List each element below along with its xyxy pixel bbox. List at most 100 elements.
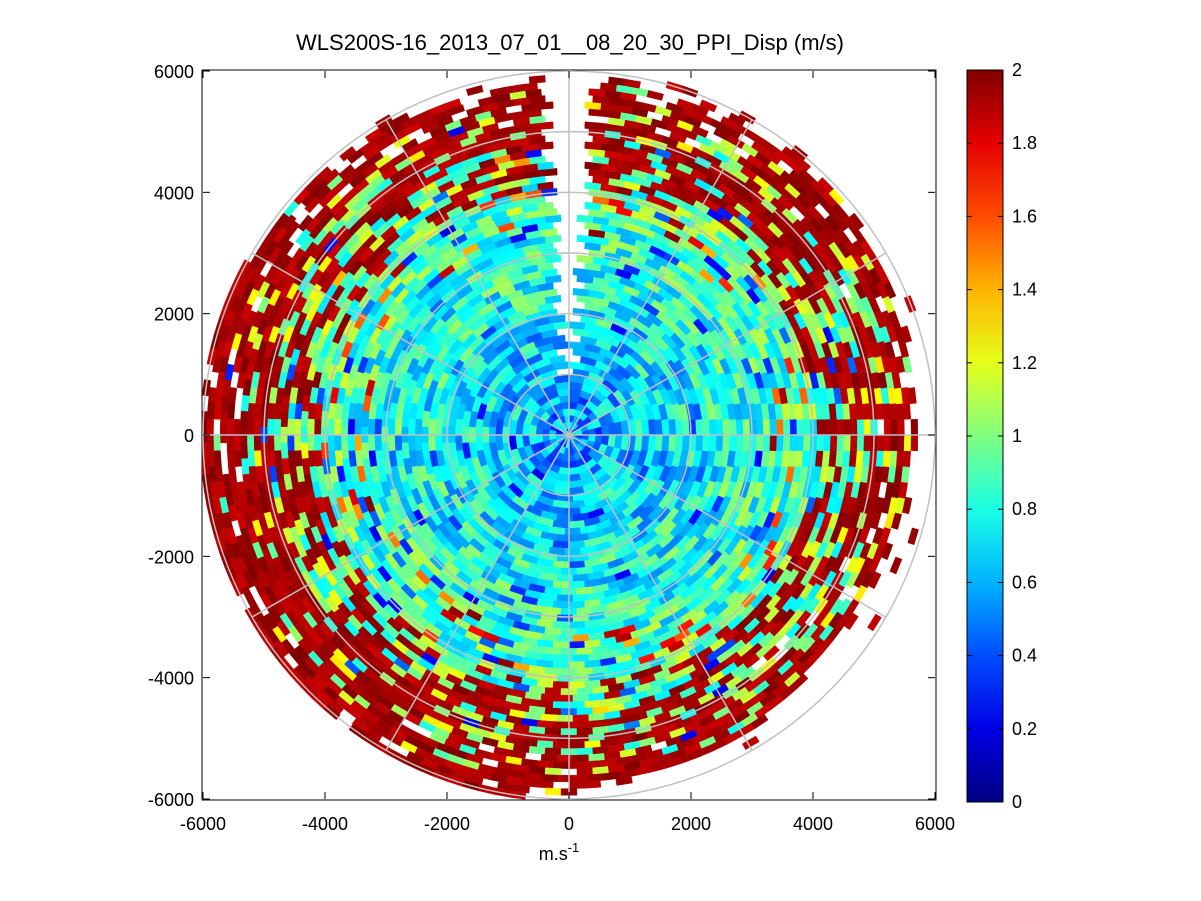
ppi-cell <box>414 434 423 452</box>
ppi-cell <box>293 434 302 452</box>
ppi-cell <box>556 574 574 583</box>
ppi-cell <box>552 721 570 729</box>
ppi-cell <box>246 434 255 452</box>
x-tick-label: -2000 <box>424 814 470 834</box>
ppi-cell <box>219 410 228 428</box>
ppi-cell <box>535 426 544 436</box>
ppi-cell <box>681 418 691 436</box>
ppi-cell <box>882 402 891 420</box>
ppi-cell <box>568 741 586 749</box>
ppi-cell <box>568 620 586 629</box>
ppi-cell <box>556 774 574 783</box>
ppi-cell <box>556 514 574 522</box>
colorbar-tick-label: 1 <box>1012 426 1022 446</box>
ppi-cell <box>556 754 574 763</box>
ppi-cell <box>394 418 403 436</box>
ppi-cell <box>280 410 289 428</box>
ppi-cell <box>387 434 396 452</box>
ppi-cell <box>286 418 295 436</box>
ppi-cell <box>354 418 362 436</box>
ppi-cell <box>434 418 443 436</box>
ppi-cell <box>675 418 684 436</box>
colorbar-tick-label: 1.6 <box>1012 206 1037 226</box>
ppi-cell <box>568 721 586 729</box>
y-tick-label: 4000 <box>154 183 194 203</box>
ppi-cell <box>552 681 570 689</box>
ppi-cell <box>572 613 590 623</box>
y-tick-label: -6000 <box>148 790 194 810</box>
ppi-cell <box>572 634 590 643</box>
ppi-cell <box>544 667 562 676</box>
ppi-heatmap-cells <box>202 75 919 800</box>
ppi-cell <box>374 434 383 452</box>
ppi-cell <box>226 450 236 468</box>
ppi-cell <box>564 507 582 516</box>
ppi-cell <box>233 418 241 436</box>
ppi-cell <box>572 287 590 297</box>
ppi-cell <box>681 434 691 452</box>
ppi-cell <box>552 761 570 769</box>
ppi-cell <box>816 434 825 452</box>
ppi-cell <box>307 418 315 436</box>
ppi-cell <box>702 434 711 452</box>
ppi-cell <box>552 741 570 749</box>
ppi-cell <box>233 450 242 467</box>
ppi-cell <box>863 418 872 436</box>
ppi-cell <box>856 434 865 452</box>
ppi-cell <box>568 761 586 769</box>
ppi-cell <box>722 418 731 436</box>
ppi-cell <box>528 745 546 755</box>
ppi-cell <box>556 594 574 603</box>
colorbar-tick-label: 0 <box>1012 792 1022 812</box>
x-tick-label: 4000 <box>793 814 833 834</box>
ppi-cell <box>394 434 403 452</box>
ppi-cell <box>544 747 562 756</box>
ppi-cell <box>568 321 586 330</box>
ppi-cell <box>749 434 758 452</box>
ppi-cell <box>556 614 574 623</box>
ppi-cell <box>226 418 235 436</box>
y-tick-label: 6000 <box>154 62 194 82</box>
ppi-cell <box>594 434 603 444</box>
ppi-cell <box>347 434 356 452</box>
ppi-cell <box>540 753 558 763</box>
ppi-cell <box>897 418 905 436</box>
ppi-cell <box>240 458 250 475</box>
ppi-cell <box>903 434 912 452</box>
y-tick-label: 2000 <box>154 305 194 325</box>
ppi-cell <box>576 667 594 676</box>
ppi-cell <box>333 418 342 436</box>
ppi-cell <box>584 121 602 130</box>
x-axis-label-main: m.s <box>539 844 568 864</box>
ppi-cell <box>823 418 831 436</box>
ppi-cell <box>782 434 791 452</box>
x-tick-label: -4000 <box>302 814 348 834</box>
ppi-cell <box>776 418 784 436</box>
ppi-cell <box>226 434 235 452</box>
ppi-cell <box>769 418 778 436</box>
ppi-cell <box>661 434 670 452</box>
ppi-cell <box>556 714 574 723</box>
ppi-cell <box>407 434 416 452</box>
ppi-cell <box>902 402 912 420</box>
ppi-cell <box>729 418 738 436</box>
ppi-cell <box>544 707 562 716</box>
ppi-cell <box>584 780 602 789</box>
ppi-cell <box>556 694 574 703</box>
ppi-cell <box>213 450 222 467</box>
y-tick-label: 0 <box>184 426 194 446</box>
ppi-cell <box>715 418 724 436</box>
ppi-cell <box>803 418 811 436</box>
ppi-cell <box>568 661 586 669</box>
ppi-cell <box>556 654 574 663</box>
ppi-cell <box>568 540 586 549</box>
ppi-cell <box>253 434 261 452</box>
ppi-cell <box>789 434 798 452</box>
ppi-cell <box>675 434 684 452</box>
ppi-cell <box>540 773 558 783</box>
ppi-cell <box>240 410 249 428</box>
ppi-cell <box>552 580 570 589</box>
ppi-cell <box>910 434 919 452</box>
ppi-cell <box>307 434 315 452</box>
